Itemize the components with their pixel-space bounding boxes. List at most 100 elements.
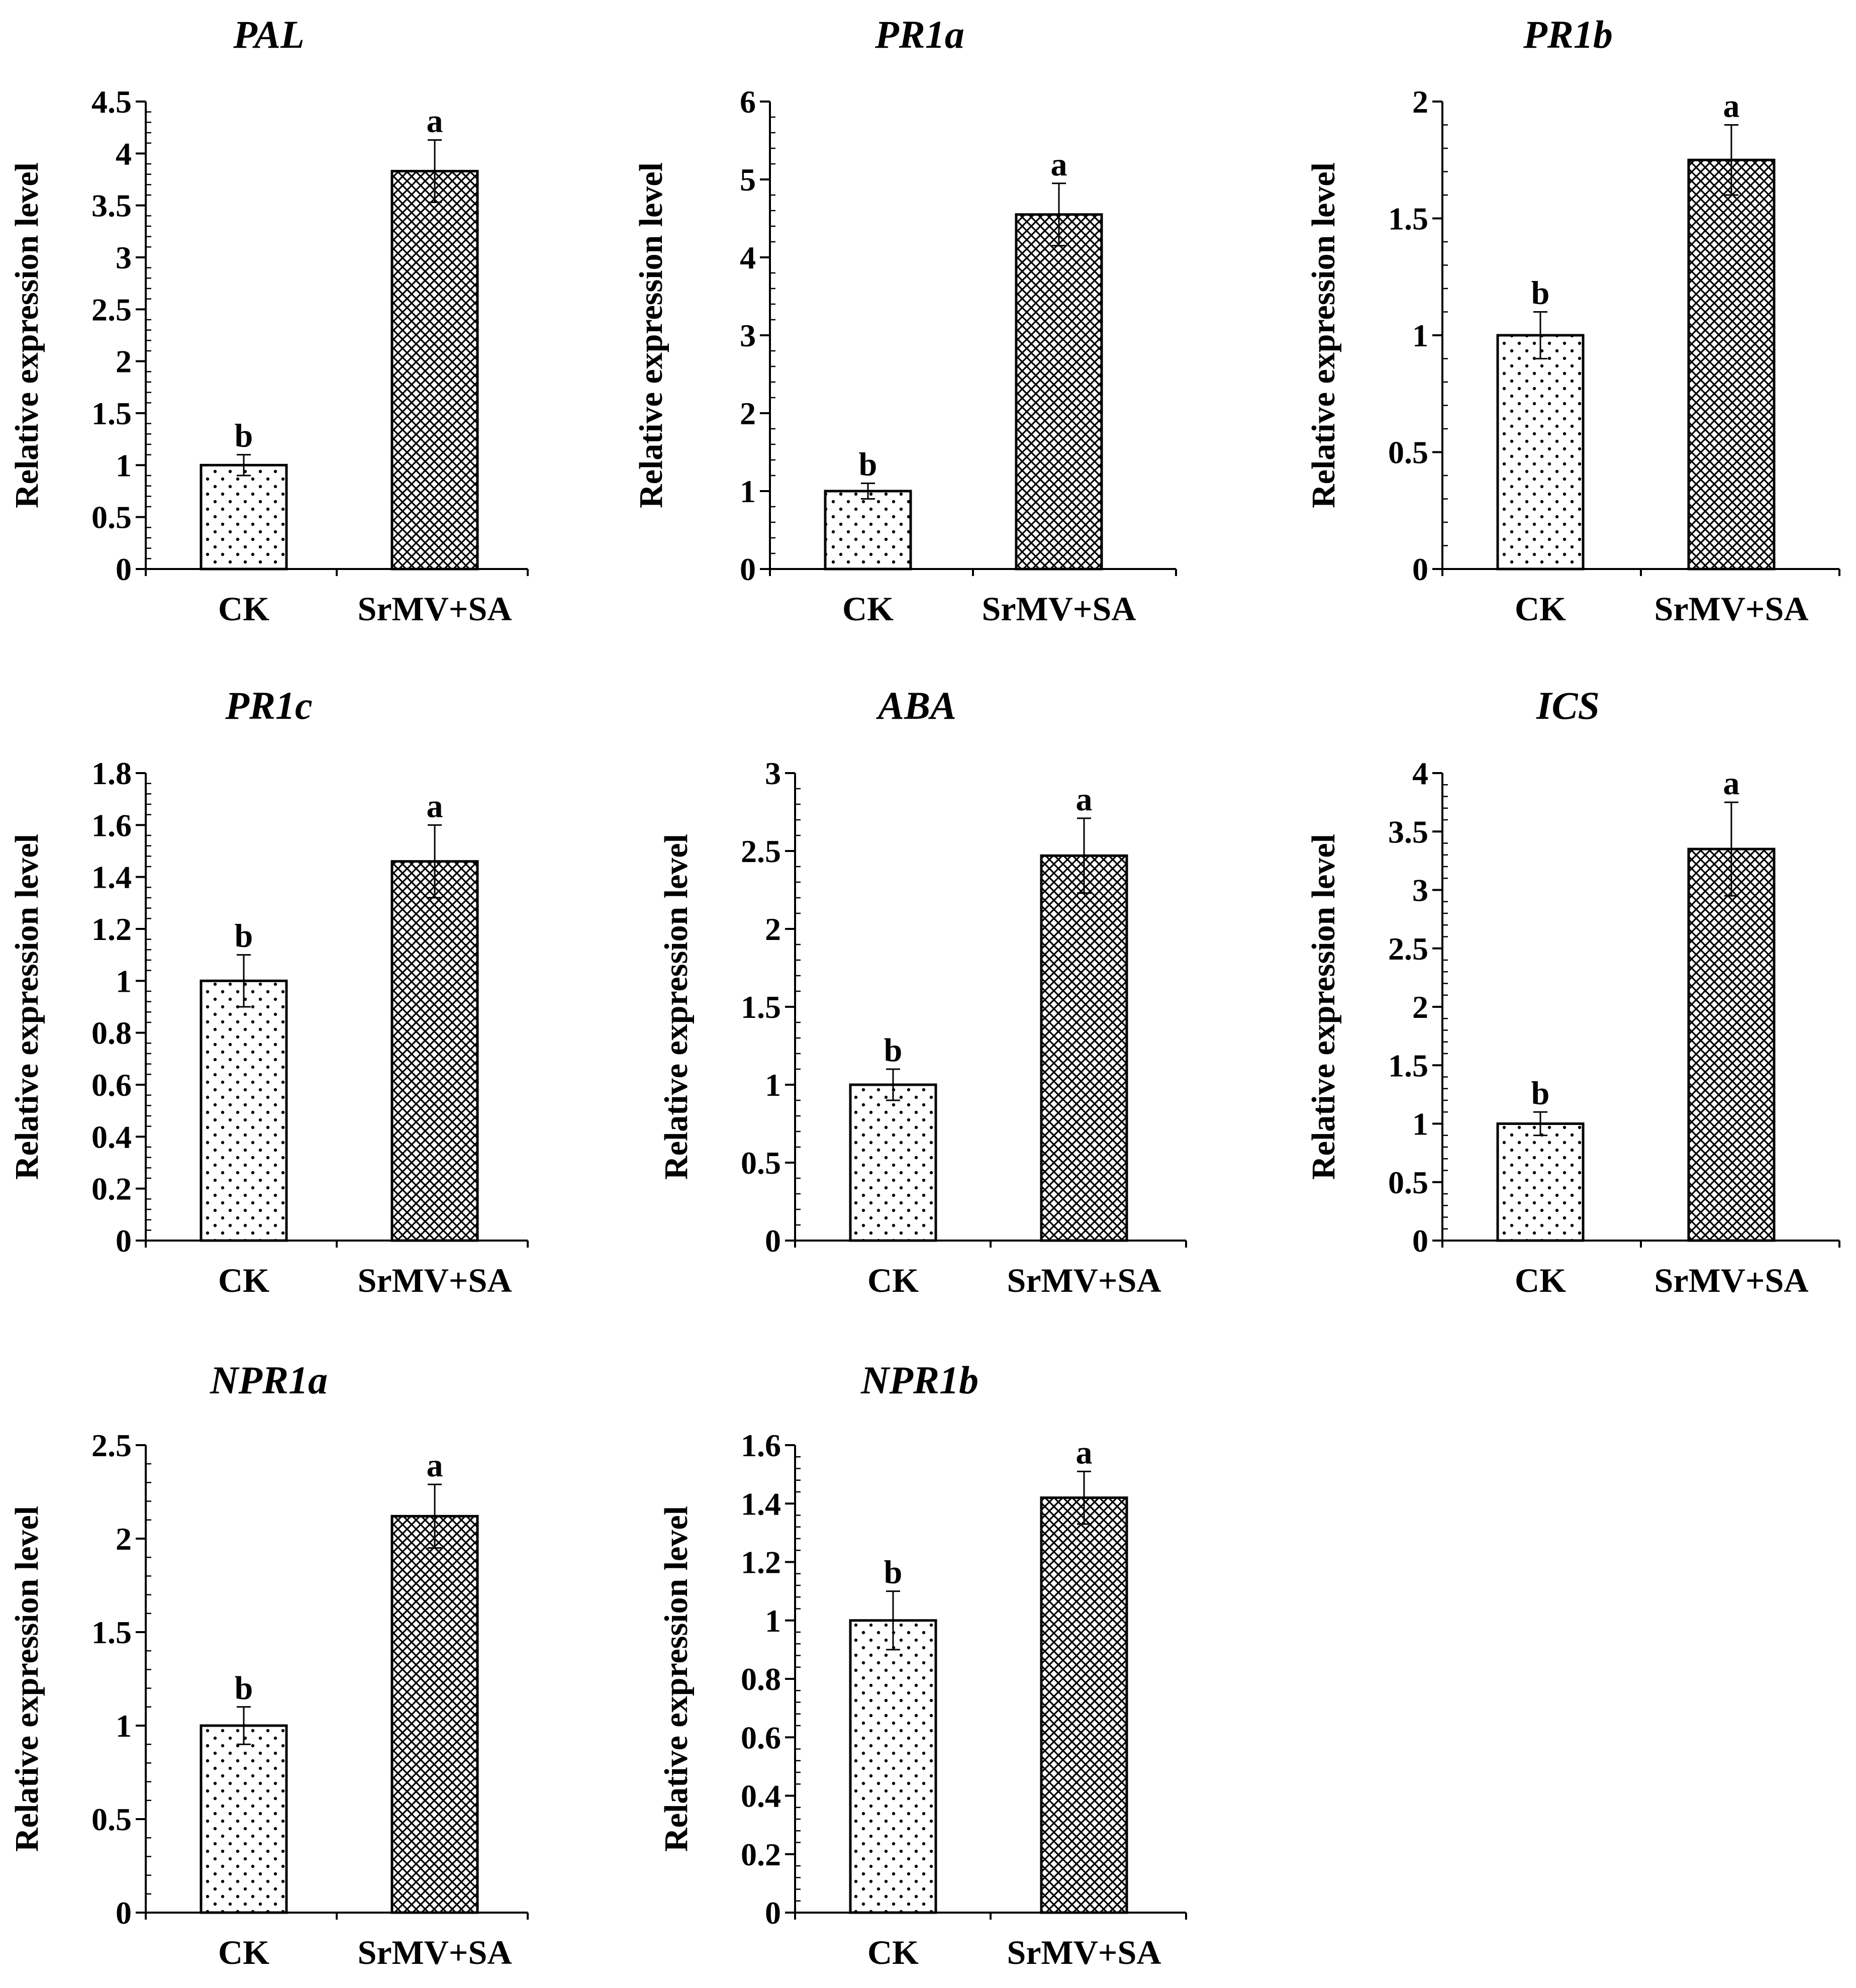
category-label: CK bbox=[218, 1933, 269, 1971]
y-tick-label: 2.5 bbox=[91, 1428, 132, 1463]
bar-srmv-sa bbox=[1040, 854, 1128, 1242]
chart-panel-PR1b: PR1b Relative expression level 0 0.5 1 1.5 2 b C… bbox=[1305, 13, 1840, 628]
y-tick-label: 1.4 bbox=[741, 1486, 781, 1522]
y-tick-label: 3 bbox=[765, 755, 781, 791]
bar-ck bbox=[849, 1083, 937, 1242]
y-tick-label: 0.4 bbox=[91, 1119, 132, 1155]
y-tick-label: 2 bbox=[1412, 84, 1428, 120]
bar-srmv-sa bbox=[1687, 847, 1776, 1242]
y-tick-label: 2.5 bbox=[1388, 931, 1428, 967]
y-tick-label: 6 bbox=[740, 84, 756, 120]
y-tick-label: 1.2 bbox=[91, 911, 132, 947]
y-tick-label: 1 bbox=[765, 1603, 781, 1639]
y-tick-label: 0 bbox=[765, 1223, 781, 1259]
category-label: CK bbox=[867, 1261, 919, 1299]
y-tick-label: 1 bbox=[765, 1067, 781, 1103]
y-tick-label: 0.5 bbox=[1388, 1165, 1428, 1200]
bar-srmv-sa bbox=[390, 169, 479, 571]
chart-panel-ICS: ICS Relative expression level 0 0.5 1 1.5 2 2.5… bbox=[1305, 684, 1840, 1299]
category-label: SrMV+SA bbox=[358, 590, 512, 628]
category-label: CK bbox=[1515, 1261, 1566, 1299]
category-label: SrMV+SA bbox=[358, 1261, 512, 1299]
chart-title: PR1c bbox=[225, 684, 312, 727]
y-tick-label: 0.8 bbox=[741, 1661, 781, 1697]
y-axis-label: Relative expression level bbox=[658, 834, 695, 1180]
category-label: SrMV+SA bbox=[358, 1933, 512, 1971]
bar-ck bbox=[1496, 334, 1585, 571]
y-tick-label: 4 bbox=[740, 240, 756, 275]
y-tick-label: 1.6 bbox=[91, 807, 132, 843]
significance-label: a bbox=[1723, 765, 1740, 802]
y-tick-label: 1.6 bbox=[741, 1428, 781, 1463]
category-label: SrMV+SA bbox=[1654, 590, 1809, 628]
significance-label: a bbox=[427, 1447, 443, 1484]
y-tick-label: 2.5 bbox=[741, 833, 781, 869]
category-label: SrMV+SA bbox=[1007, 1933, 1161, 1971]
y-axis-label: Relative expression level bbox=[9, 834, 45, 1180]
chart-title: NPR1a bbox=[210, 1358, 328, 1402]
y-tick-label: 1.2 bbox=[741, 1545, 781, 1580]
y-tick-label: 1.5 bbox=[741, 989, 781, 1025]
y-tick-label: 0.5 bbox=[91, 500, 132, 535]
y-tick-label: 3 bbox=[740, 318, 756, 353]
y-tick-label: 1 bbox=[116, 447, 132, 483]
y-tick-label: 3 bbox=[116, 240, 132, 275]
significance-label: a bbox=[1076, 1434, 1093, 1471]
bar-srmv-sa bbox=[390, 1514, 479, 1914]
y-axis-label: Relative expression level bbox=[9, 1506, 45, 1852]
y-tick-label: 1.5 bbox=[91, 1615, 132, 1650]
y-tick-label: 1.4 bbox=[91, 860, 132, 895]
y-tick-label: 1 bbox=[116, 963, 132, 999]
y-tick-label: 0 bbox=[116, 1223, 132, 1259]
y-tick-label: 0 bbox=[116, 1895, 132, 1931]
y-tick-label: 3.5 bbox=[1388, 814, 1428, 849]
y-tick-label: 1.5 bbox=[91, 396, 132, 431]
y-tick-label: 0.6 bbox=[741, 1720, 781, 1755]
y-tick-label: 1.5 bbox=[1388, 1048, 1428, 1083]
bar-ck bbox=[200, 979, 288, 1242]
chart-title: ICS bbox=[1536, 684, 1600, 727]
y-axis-label: Relative expression level bbox=[1305, 834, 1342, 1180]
y-tick-label: 1 bbox=[1412, 1106, 1428, 1142]
y-tick-label: 1 bbox=[116, 1708, 132, 1744]
chart-title: PR1a bbox=[874, 13, 964, 56]
y-tick-label: 0 bbox=[116, 551, 132, 587]
significance-label: b bbox=[1531, 1075, 1550, 1111]
category-label: CK bbox=[1515, 590, 1566, 628]
bar-ck bbox=[824, 490, 912, 571]
bar-srmv-sa bbox=[1015, 213, 1103, 571]
significance-label: b bbox=[1531, 275, 1550, 312]
category-label: SrMV+SA bbox=[1654, 1261, 1809, 1299]
significance-label: b bbox=[235, 918, 253, 955]
y-tick-label: 1.5 bbox=[1388, 201, 1428, 237]
chart-title: NPR1b bbox=[860, 1358, 979, 1402]
y-axis-label: Relative expression level bbox=[633, 162, 669, 508]
y-tick-label: 1.8 bbox=[91, 755, 132, 791]
significance-label: a bbox=[1723, 88, 1740, 125]
y-tick-label: 4.5 bbox=[91, 84, 132, 120]
significance-label: b bbox=[884, 1032, 903, 1069]
y-tick-label: 0.2 bbox=[91, 1171, 132, 1207]
y-tick-label: 5 bbox=[740, 162, 756, 198]
y-tick-label: 0.5 bbox=[741, 1145, 781, 1181]
y-tick-label: 2 bbox=[1412, 989, 1428, 1025]
bar-ck bbox=[1496, 1122, 1585, 1242]
significance-label: b bbox=[235, 418, 253, 454]
category-label: CK bbox=[218, 1261, 269, 1299]
category-label: CK bbox=[218, 590, 269, 628]
significance-label: a bbox=[1051, 146, 1067, 183]
bar-srmv-sa bbox=[1687, 158, 1776, 571]
y-axis-label: Relative expression level bbox=[9, 162, 45, 508]
y-axis-label: Relative expression level bbox=[1305, 162, 1342, 508]
y-tick-label: 0.4 bbox=[741, 1778, 781, 1814]
y-tick-label: 3.5 bbox=[91, 188, 132, 224]
y-tick-label: 2.5 bbox=[91, 292, 132, 327]
category-label: CK bbox=[867, 1933, 919, 1971]
y-tick-label: 2 bbox=[765, 911, 781, 947]
category-label: CK bbox=[842, 590, 894, 628]
chart-panel-PAL: PAL Relative expression level 0 0.5 1 1.5 2 2.5… bbox=[9, 13, 529, 628]
category-label: SrMV+SA bbox=[1007, 1261, 1161, 1299]
y-tick-label: 0.5 bbox=[1388, 435, 1428, 470]
y-tick-label: 0.2 bbox=[741, 1837, 781, 1872]
